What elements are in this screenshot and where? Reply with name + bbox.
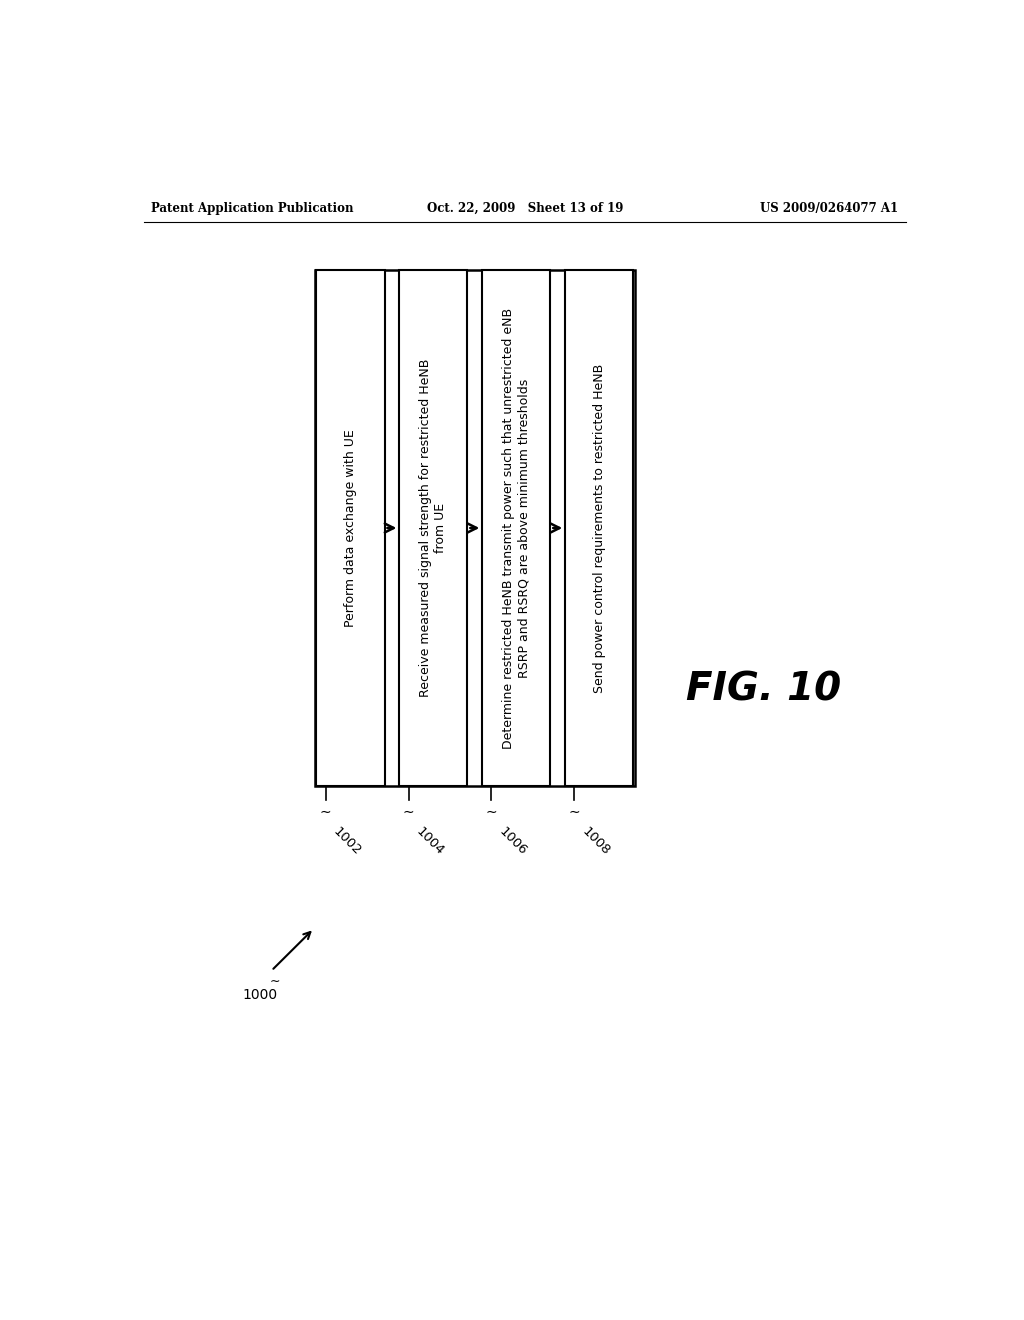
Text: 1002: 1002 <box>331 825 364 858</box>
Text: Send power control requirements to restricted HeNB: Send power control requirements to restr… <box>593 363 606 693</box>
Text: Perform data exchange with UE: Perform data exchange with UE <box>344 429 357 627</box>
Bar <box>316 271 385 785</box>
Text: ∼: ∼ <box>568 804 581 818</box>
Bar <box>565 271 633 785</box>
Text: Patent Application Publication: Patent Application Publication <box>152 202 353 215</box>
Text: 1006: 1006 <box>496 825 529 858</box>
Bar <box>399 271 467 785</box>
Bar <box>482 271 550 785</box>
Text: 1008: 1008 <box>579 825 612 858</box>
Text: Receive measured signal strength for restricted HeNB
from UE: Receive measured signal strength for res… <box>420 359 447 697</box>
Text: 1004: 1004 <box>414 825 446 858</box>
Text: ∼: ∼ <box>319 804 332 818</box>
Text: Oct. 22, 2009   Sheet 13 of 19: Oct. 22, 2009 Sheet 13 of 19 <box>427 202 623 215</box>
Text: ∼: ∼ <box>402 804 415 818</box>
Text: ∼: ∼ <box>485 804 498 818</box>
Text: 1000: 1000 <box>243 987 278 1002</box>
Bar <box>314 271 635 785</box>
Text: ∼: ∼ <box>270 974 281 987</box>
Text: US 2009/0264077 A1: US 2009/0264077 A1 <box>760 202 898 215</box>
Text: FIG. 10: FIG. 10 <box>686 671 841 709</box>
Text: Determine restricted HeNB transmit power such that unrestricted eNB
RSRP and RSR: Determine restricted HeNB transmit power… <box>503 308 530 748</box>
